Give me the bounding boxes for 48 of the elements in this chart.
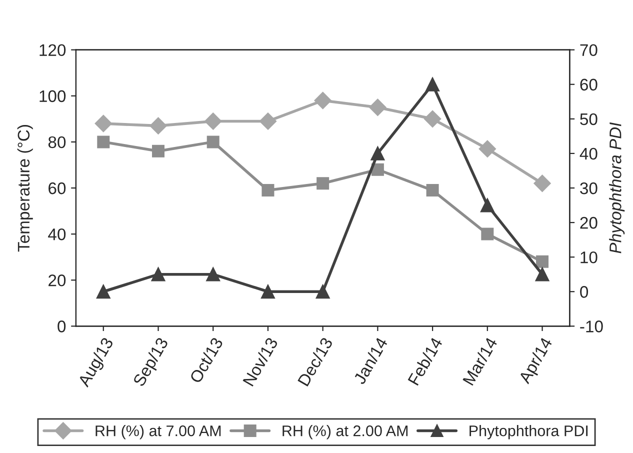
point [259,112,277,130]
point [316,177,330,190]
y2-tick-label: 10 [580,251,598,264]
legend-label: RH (%) at 2.00 AM [282,425,408,440]
point [261,284,275,299]
point [151,267,166,282]
point [94,114,112,132]
y2-tick-label: 70 [580,44,598,56]
y-axis-title: Temperature (°C) [17,125,33,252]
point [536,255,549,268]
point [535,267,550,282]
point [480,198,494,212]
point [204,112,222,130]
point [96,284,110,299]
point [262,184,274,197]
point [206,267,220,282]
point [97,136,110,148]
y-tick-label: 80 [48,136,66,148]
y2-tick-label: -10 [580,320,603,332]
y2-tick-label: 50 [580,113,598,126]
point [481,228,494,240]
y2-axis-title: Phytophthora PDI [609,122,625,254]
y2-tick-label: 40 [580,148,598,160]
point [370,146,385,160]
y2-tick-label: 0 [580,286,588,298]
point [426,184,439,197]
point [371,163,384,176]
point [316,284,330,299]
point [424,110,442,128]
point [478,140,496,158]
y-tick-label: 0 [58,320,66,332]
point [206,136,220,148]
y2-tick-label: 30 [580,182,598,194]
point [314,92,332,110]
y2-tick-label: 60 [580,78,598,91]
y-tick-label: 60 [48,182,66,194]
point [150,117,167,134]
point [426,77,440,92]
point [369,98,386,116]
y-tick-label: 20 [48,274,66,286]
y-tick-label: 120 [40,44,66,56]
legend-label: RH (%) at 7.00 AM [96,425,221,440]
legend-label: Phytophthora PDI [470,425,588,440]
y-tick-label: 40 [48,228,66,240]
y-tick-label: 100 [40,90,66,102]
point [534,174,551,192]
point [152,144,164,158]
y2-tick-label: 20 [580,216,598,229]
